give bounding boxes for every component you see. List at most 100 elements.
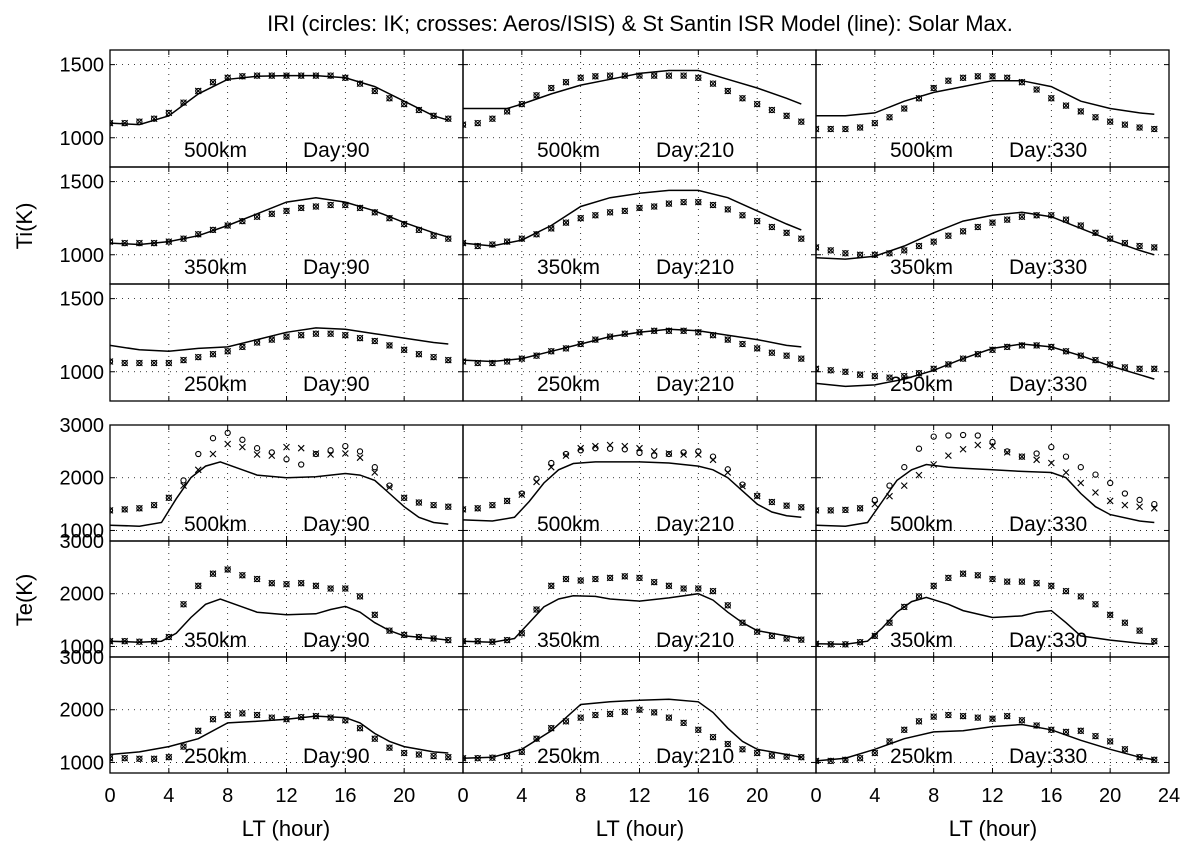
iri-ik-circle-marker bbox=[209, 435, 217, 442]
iri-aeros-isis-cross-marker bbox=[1121, 363, 1129, 371]
iri-ik-circle-marker bbox=[150, 501, 158, 509]
iri-aeros-isis-cross-marker bbox=[489, 241, 496, 248]
iri-aeros-isis-cross-marker bbox=[768, 223, 776, 231]
iri-ik-circle-marker bbox=[1151, 500, 1158, 508]
iri-ik-circle-marker bbox=[915, 242, 923, 250]
y-tick-label: 3000 bbox=[60, 531, 105, 553]
iri-aeros-isis-cross-marker bbox=[283, 333, 290, 341]
iri-ik-circle-marker bbox=[856, 371, 864, 378]
iri-ik-circle-marker bbox=[886, 738, 893, 745]
iri-aeros-isis-cross-marker bbox=[816, 507, 820, 514]
iri-ik-circle-marker bbox=[798, 355, 805, 362]
iri-aeros-isis-cross-marker bbox=[121, 637, 129, 645]
iri-aeros-isis-cross-marker bbox=[665, 714, 673, 722]
iri-ik-circle-marker bbox=[1004, 578, 1011, 585]
iri-aeros-isis-cross-marker bbox=[180, 99, 187, 107]
iri-ik-circle-marker bbox=[1136, 365, 1143, 372]
iri-ik-circle-marker bbox=[415, 499, 423, 506]
iri-ik-circle-marker bbox=[1077, 108, 1084, 115]
iri-ik-circle-marker bbox=[592, 711, 599, 719]
iri-ik-circle-marker bbox=[636, 706, 643, 713]
iri-aeros-isis-cross-marker bbox=[989, 346, 996, 354]
y-tick-label: 1000 bbox=[60, 752, 105, 774]
iri-aeros-isis-cross-marker bbox=[827, 366, 835, 374]
iri-aeros-isis-cross-marker bbox=[930, 713, 938, 720]
iri-ik-circle-marker bbox=[1077, 593, 1084, 600]
iri-aeros-isis-cross-marker bbox=[930, 365, 938, 373]
iri-ik-circle-marker bbox=[621, 207, 628, 215]
iri-aeros-isis-cross-marker bbox=[194, 727, 202, 735]
iri-aeros-isis-cross-marker bbox=[753, 749, 761, 757]
iri-ik-circle-marker bbox=[695, 329, 702, 336]
iri-aeros-isis-cross-marker bbox=[110, 507, 114, 514]
iri-ik-circle-marker bbox=[518, 100, 525, 108]
y-tick-label: 2000 bbox=[60, 468, 105, 490]
iri-ik-circle-marker bbox=[1121, 490, 1129, 497]
iri-aeros-isis-cross-marker bbox=[797, 355, 805, 362]
iri-aeros-isis-cross-marker bbox=[474, 119, 482, 127]
iri-ik-circle-marker bbox=[1048, 726, 1055, 733]
panel-data-group bbox=[816, 342, 1158, 388]
iri-ik-circle-marker bbox=[474, 119, 481, 127]
iri-aeros-isis-cross-marker bbox=[194, 230, 202, 238]
iri-ik-circle-marker bbox=[827, 125, 834, 133]
iri-aeros-isis-cross-marker bbox=[533, 735, 540, 743]
iri-aeros-isis-cross-marker bbox=[415, 226, 423, 234]
iri-ik-circle-marker bbox=[283, 716, 290, 723]
iri-aeros-isis-cross-marker bbox=[463, 505, 467, 513]
x-tick-label: 16 bbox=[1040, 785, 1062, 807]
panel-frame bbox=[462, 166, 817, 285]
iri-aeros-isis-cross-marker bbox=[1121, 239, 1129, 247]
iri-aeros-isis-cross-marker bbox=[944, 711, 952, 719]
iri-ik-circle-marker bbox=[253, 213, 261, 220]
iri-aeros-isis-cross-marker bbox=[1018, 716, 1026, 724]
ti-axis-label: Ti(K) bbox=[12, 203, 37, 250]
iri-ik-circle-marker bbox=[209, 226, 217, 234]
iri-ik-circle-marker bbox=[783, 635, 790, 642]
iri-aeros-isis-cross-marker bbox=[400, 346, 408, 354]
iri-aeros-isis-cross-marker bbox=[606, 574, 614, 582]
iri-aeros-isis-cross-marker bbox=[1077, 222, 1085, 229]
iri-aeros-isis-cross-marker bbox=[297, 331, 305, 339]
chart-title: IRI (circles: IK; crosses: Aeros/ISIS) &… bbox=[267, 11, 1013, 36]
x-tick-label: 20 bbox=[746, 785, 768, 807]
iri-ik-circle-marker bbox=[930, 582, 937, 589]
iri-aeros-isis-cross-marker bbox=[386, 483, 393, 491]
x-tick-label: 8 bbox=[222, 785, 233, 807]
iri-aeros-isis-cross-marker bbox=[621, 207, 629, 215]
iri-ik-circle-marker bbox=[783, 753, 790, 760]
iri-aeros-isis-cross-marker bbox=[341, 450, 349, 457]
iri-ik-circle-marker bbox=[1151, 756, 1158, 763]
iri-aeros-isis-cross-marker bbox=[665, 200, 673, 207]
iri-ik-circle-marker bbox=[1107, 479, 1114, 487]
iri-aeros-isis-cross-marker bbox=[180, 235, 187, 243]
iri-aeros-isis-cross-marker bbox=[430, 635, 437, 642]
iri-aeros-isis-cross-marker bbox=[1047, 94, 1055, 102]
iri-aeros-isis-cross-marker bbox=[238, 217, 246, 225]
iri-aeros-isis-cross-marker bbox=[650, 447, 658, 455]
iri-ik-circle-marker bbox=[974, 223, 981, 231]
iri-aeros-isis-cross-marker bbox=[606, 333, 614, 341]
iri-aeros-isis-cross-marker bbox=[871, 119, 879, 127]
iri-ik-circle-marker bbox=[224, 222, 231, 229]
iri-ik-circle-marker bbox=[239, 217, 246, 225]
iri-aeros-isis-cross-marker bbox=[915, 242, 923, 250]
iri-aeros-isis-cross-marker bbox=[944, 574, 952, 582]
iri-ik-circle-marker bbox=[1077, 222, 1084, 229]
iri-aeros-isis-cross-marker bbox=[1150, 504, 1158, 512]
iri-ik-circle-marker bbox=[401, 494, 408, 501]
iri-aeros-isis-cross-marker bbox=[386, 342, 393, 349]
iri-aeros-isis-cross-marker bbox=[1003, 712, 1011, 720]
iri-ik-circle-marker bbox=[489, 115, 496, 122]
panel-frame bbox=[109, 166, 464, 285]
iri-aeros-isis-cross-marker bbox=[194, 353, 202, 361]
iri-aeros-isis-cross-marker bbox=[900, 482, 908, 490]
iri-ik-circle-marker bbox=[430, 112, 437, 119]
iri-ik-circle-marker bbox=[901, 372, 908, 380]
iri-ik-circle-marker bbox=[268, 210, 275, 217]
panel-altitude-label: 250km bbox=[890, 373, 953, 396]
panel-ti-250km-day-330: 250km Day:330 bbox=[815, 283, 1170, 402]
iri-aeros-isis-cross-marker bbox=[463, 358, 467, 365]
iri-aeros-isis-cross-marker bbox=[797, 636, 805, 643]
iri-aeros-isis-cross-marker bbox=[871, 749, 879, 757]
